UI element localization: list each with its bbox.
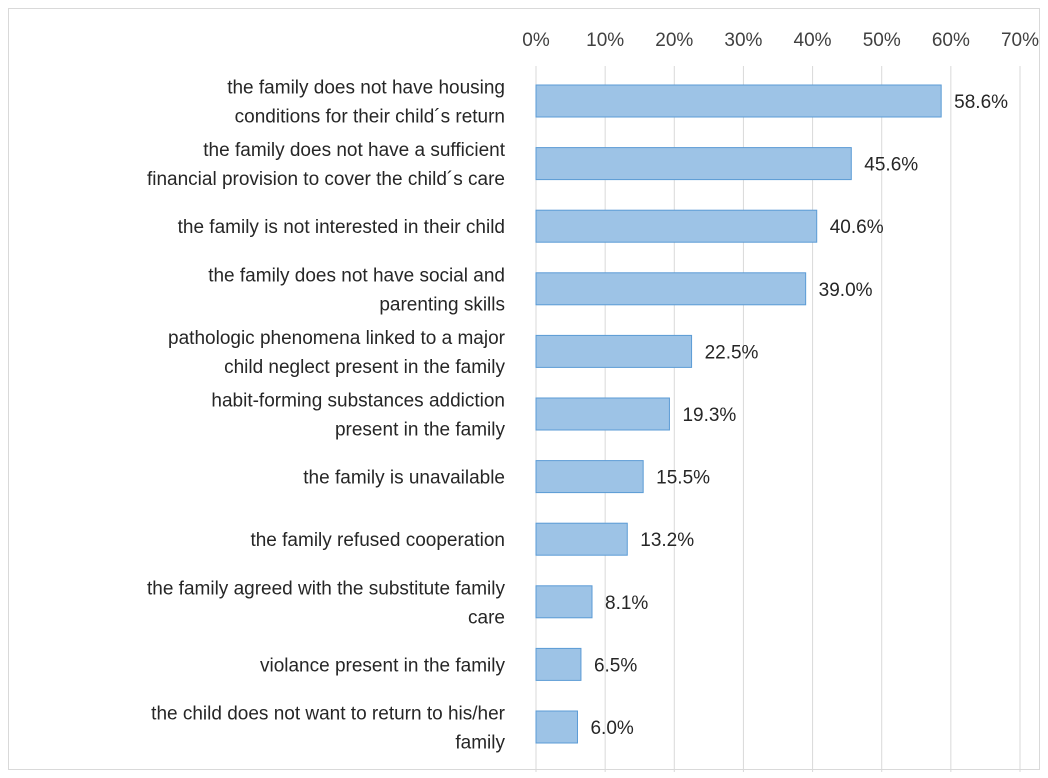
x-tick-label: 60% [932, 30, 970, 51]
x-tick-label: 30% [724, 30, 762, 51]
bar [535, 147, 852, 181]
bar [535, 334, 693, 368]
category-label: the family refused cooperation [250, 530, 505, 551]
category-label: the family is unavailable [303, 468, 505, 489]
category-label: the family does not have a sufficient fin… [147, 140, 506, 190]
data-label: 22.5% [705, 342, 759, 363]
data-label: 40.6% [830, 217, 884, 238]
x-tick-label: 0% [522, 30, 550, 51]
category-label: habit-forming substances addiction presen… [211, 391, 505, 441]
category-label: pathologic phenomena linked to a major ch… [168, 328, 506, 378]
bar [535, 209, 818, 243]
data-label: 13.2% [640, 530, 694, 551]
chart-frame [8, 8, 1040, 770]
data-label: 6.0% [590, 718, 633, 739]
x-tick-label: 40% [794, 30, 832, 51]
bar [535, 710, 578, 744]
category-label: the family does not have social and paren… [208, 265, 505, 315]
category-label: the child does not want to return to his… [151, 704, 505, 754]
data-label: 8.1% [605, 593, 648, 614]
category-label: the family agreed with the substitute fa… [147, 578, 506, 628]
x-axis-ticks: 0% 10% 20% 30% 40% 50% 60% 70% [522, 30, 1039, 51]
bar [535, 585, 593, 619]
data-label: 15.5% [656, 468, 710, 489]
bar [535, 84, 942, 118]
category-label: the family is not interested in their ch… [178, 217, 505, 238]
data-labels: 58.6% 45.6% 40.6% 39.0% 22.5% 19.3% 15.5% 13.2%… [590, 92, 1008, 739]
data-label: 45.6% [864, 155, 918, 176]
bar [535, 460, 644, 494]
bar [535, 522, 628, 556]
x-tick-label: 20% [655, 30, 693, 51]
bar [535, 647, 582, 681]
bar [535, 397, 670, 431]
x-tick-label: 50% [863, 30, 901, 51]
x-tick-label: 70% [1001, 30, 1039, 51]
x-tick-label: 10% [586, 30, 624, 51]
category-label: the family does not have housing conditio… [227, 78, 505, 128]
data-label: 19.3% [682, 405, 736, 426]
bar [535, 272, 807, 306]
category-label: violance present in the family [260, 655, 506, 676]
data-label: 58.6% [954, 92, 1008, 113]
bars [535, 84, 942, 744]
data-label: 39.0% [819, 280, 873, 301]
data-label: 6.5% [594, 655, 637, 676]
category-labels: the family does not have housing conditio… [147, 78, 506, 754]
